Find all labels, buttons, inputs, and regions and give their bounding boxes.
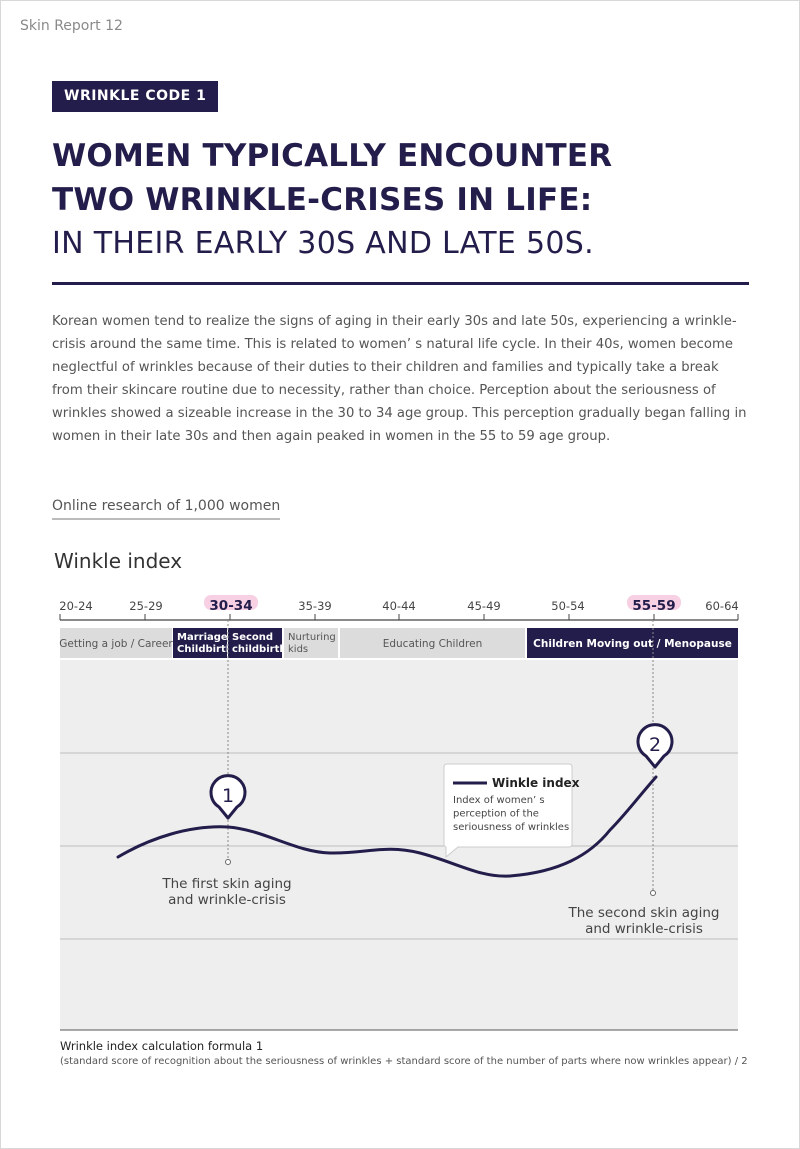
stage-band	[527, 628, 738, 658]
life-stage-bands: Getting a job / Career Marriage / Childbir…	[59, 628, 738, 658]
stage-label: Nurturing kids	[288, 632, 336, 655]
wrinkle-index-line	[116, 775, 658, 878]
stage-label: Educating Children	[383, 638, 483, 650]
chart-title: Winkle index	[54, 549, 183, 573]
x-axis-tick-label: 30-34	[209, 598, 252, 614]
x-axis-tick-label: 45-49	[467, 599, 500, 613]
legend-callout: Winkle index Index of women’ s perception…	[443, 763, 580, 859]
legend-description: Index of women’ s perception of the seriou…	[453, 795, 569, 833]
tick-highlight	[204, 595, 258, 610]
x-axis-tick-label: 25-29	[129, 599, 162, 613]
legend-name: Winkle index	[492, 776, 580, 790]
research-caption: Online research of 1,000 women	[52, 498, 281, 520]
stage-band	[60, 628, 172, 658]
stage-band	[340, 628, 525, 658]
tick-highlight	[627, 595, 681, 610]
x-axis-tick-label: 20-24	[59, 599, 92, 613]
annotation-1-line-2: and wrinkle-crisis	[168, 892, 286, 908]
plot-background	[60, 660, 738, 1030]
stage-label: Second childbirth	[232, 632, 286, 655]
title-line-3: IN THEIR EARLY 30S AND LATE 50S.	[52, 226, 594, 261]
crisis-marker-1: 1	[209, 774, 247, 820]
title-line-1: WOMEN TYPICALLY ENCOUNTER	[52, 138, 613, 174]
guide-dot	[225, 859, 231, 865]
x-axis-tick-label: 50-54	[551, 599, 584, 613]
annotation-2-line-2: and wrinkle-crisis	[585, 921, 703, 937]
stage-band	[228, 628, 282, 658]
x-axis-tick-label: 60-64	[705, 599, 738, 613]
x-axis-ticks	[59, 614, 739, 620]
guide-dot	[650, 890, 656, 896]
stage-band	[284, 628, 338, 658]
annotation-2-line-1: The second skin aging	[567, 905, 719, 921]
footnote-formula: (standard score of recognition about the…	[60, 1056, 748, 1067]
stage-band	[173, 628, 227, 658]
stage-label: Children Moving out / Menopause	[533, 638, 732, 650]
crisis-marker-2-label: 2	[649, 734, 661, 756]
crisis-marker-1-label: 1	[222, 785, 234, 807]
stage-label: Getting a job / Career	[59, 638, 173, 650]
page-title: WOMEN TYPICALLY ENCOUNTER TWO WRINKLE-CR…	[52, 134, 752, 266]
x-axis-tick-label: 40-44	[382, 599, 415, 613]
x-axis-tick-labels: 20-24 25-29 30-34 35-39 40-44 45-49 50-54 55-59…	[59, 595, 739, 614]
title-divider	[52, 282, 749, 285]
x-axis-tick-label: 35-39	[298, 599, 331, 613]
intro-paragraph: Korean women tend to realize the signs o…	[52, 314, 747, 444]
crisis-marker-2: 2	[636, 723, 674, 769]
wrinkle-code-badge: WRINKLE CODE 1	[52, 81, 219, 112]
x-axis-tick-label: 55-59	[632, 598, 675, 614]
annotation-1-line-1: The first skin aging	[161, 876, 291, 892]
report-header: Skin Report 12	[20, 18, 123, 34]
stage-label: Marriage / Childbirth	[177, 632, 235, 655]
title-line-2: TWO WRINKLE-CRISES IN LIFE:	[52, 182, 593, 218]
footnote-title: Wrinkle index calculation formula 1	[60, 1039, 264, 1053]
